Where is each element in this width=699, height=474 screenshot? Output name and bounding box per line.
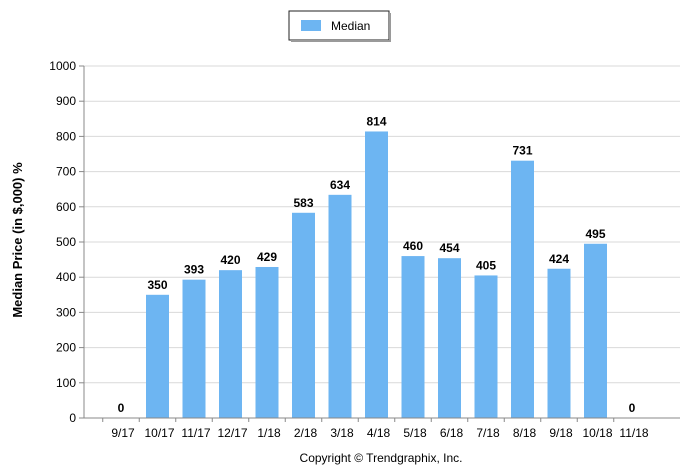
x-tick-label: 1/18 — [257, 426, 281, 440]
bar-9-18 — [547, 268, 571, 418]
x-tick-label: 7/18 — [476, 426, 500, 440]
data-label: 460 — [403, 239, 423, 253]
bar-5-18 — [401, 256, 425, 418]
legend-shadow-bottom — [291, 40, 391, 42]
bar-4-18 — [365, 131, 388, 419]
x-tick-label: 10/18 — [582, 426, 612, 440]
data-label: 429 — [257, 250, 277, 264]
x-tick-label: 6/18 — [440, 426, 464, 440]
x-tick-label: 10/17 — [144, 426, 174, 440]
y-tick-label: 400 — [56, 270, 76, 284]
legend: Median — [288, 10, 391, 42]
x-tick-label: 9/17 — [111, 426, 135, 440]
x-tick-label: 8/18 — [513, 426, 537, 440]
bar-12-17 — [219, 270, 242, 418]
y-tick-label: 100 — [56, 376, 76, 390]
x-tick-label: 2/18 — [294, 426, 318, 440]
bar-3-18 — [328, 194, 352, 418]
bar-10-18 — [584, 243, 607, 418]
y-axis-title: Median Price (in $,000) % — [10, 162, 25, 318]
x-tick-label: 3/18 — [330, 426, 354, 440]
data-label: 0 — [118, 401, 125, 415]
y-tick-label: 700 — [56, 165, 76, 179]
x-tick-label: 11/18 — [619, 426, 648, 440]
legend-label-median: Median — [331, 19, 370, 33]
data-label: 495 — [585, 227, 605, 241]
data-label: 393 — [184, 263, 204, 277]
data-label: 420 — [220, 253, 240, 267]
legend-shadow-right — [389, 13, 391, 42]
y-tick-label: 1000 — [49, 59, 76, 73]
data-labels: 0 350 393 420 429 583 634 814 460 454 405 731 424 495… — [118, 114, 636, 415]
bars — [146, 131, 607, 419]
y-tick-label: 0 — [69, 411, 76, 425]
bar-8-18 — [511, 160, 534, 419]
data-label: 731 — [512, 144, 532, 158]
bar-7-18 — [474, 275, 498, 418]
y-tick-label: 300 — [56, 305, 76, 319]
data-label: 350 — [147, 278, 167, 292]
data-label: 0 — [629, 401, 636, 415]
data-label: 405 — [476, 258, 496, 272]
copyright-text: Copyright © Trendgraphix, Inc. — [300, 451, 463, 465]
data-label: 814 — [366, 114, 386, 128]
x-tick-label: 9/18 — [549, 426, 573, 440]
bar-6-18 — [438, 258, 461, 418]
y-tick-label: 200 — [56, 341, 76, 355]
data-label: 634 — [330, 178, 350, 192]
bar-10-17 — [146, 294, 169, 418]
y-tick-label: 500 — [56, 235, 76, 249]
data-label: 424 — [549, 252, 569, 266]
y-tick-label: 900 — [56, 94, 76, 108]
y-tick-label: 600 — [56, 200, 76, 214]
data-label: 454 — [439, 241, 459, 255]
legend-swatch — [301, 20, 321, 31]
x-tick-label: 5/18 — [403, 426, 427, 440]
data-label: 583 — [293, 196, 313, 210]
x-tick-label: 12/17 — [217, 426, 247, 440]
axes: 0 100 200 300 400 500 600 700 800 900 1000 9/17 10/1… — [49, 59, 680, 440]
x-tick-label: 11/17 — [181, 426, 210, 440]
x-tick-label: 4/18 — [367, 426, 391, 440]
bar-2-18 — [292, 212, 315, 418]
bar-1-18 — [255, 266, 279, 418]
y-tick-label: 800 — [56, 129, 76, 143]
bar-11-17 — [182, 279, 206, 418]
